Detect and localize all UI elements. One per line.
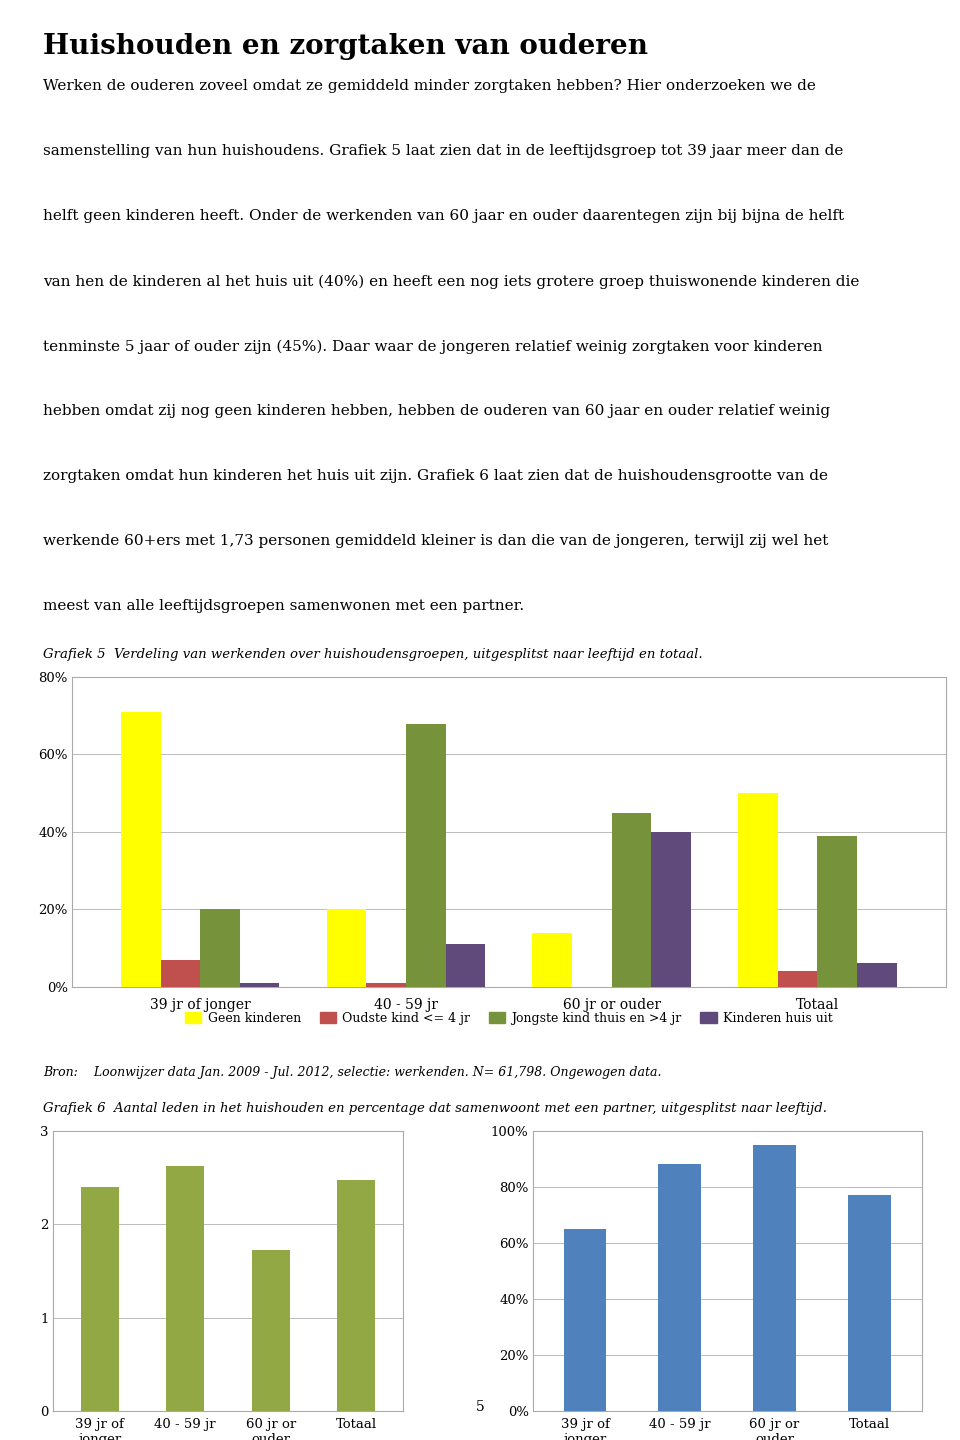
- Text: meest van alle leeftijdsgroepen samenwonen met een partner.: meest van alle leeftijdsgroepen samenwon…: [43, 599, 524, 613]
- Text: helft geen kinderen heeft. Onder de werkenden van 60 jaar en ouder daarentegen z: helft geen kinderen heeft. Onder de werk…: [43, 209, 845, 223]
- Text: zorgtaken omdat hun kinderen het huis uit zijn. Grafiek 6 laat zien dat de huish: zorgtaken omdat hun kinderen het huis ui…: [43, 469, 828, 484]
- Text: 5: 5: [475, 1400, 485, 1414]
- Bar: [612, 812, 651, 986]
- Bar: [337, 1181, 375, 1411]
- Bar: [252, 1250, 290, 1411]
- Bar: [160, 959, 201, 986]
- Text: Bron:    Loonwijzer data Jan. 2009 - Jul. 2012, selectie: werkenden. N= 61,798. : Bron: Loonwijzer data Jan. 2009 - Jul. 2…: [43, 1066, 661, 1079]
- Bar: [121, 711, 160, 986]
- Text: Grafiek 6  Aantal leden in het huishouden en percentage dat samenwoont met een p: Grafiek 6 Aantal leden in het huishouden…: [43, 1102, 828, 1115]
- Bar: [81, 1187, 119, 1411]
- Bar: [240, 984, 279, 986]
- Bar: [659, 1165, 701, 1411]
- Text: hebben omdat zij nog geen kinderen hebben, hebben de ouderen van 60 jaar en oude: hebben omdat zij nog geen kinderen hebbe…: [43, 405, 830, 418]
- Text: Huishouden en zorgtaken van ouderen: Huishouden en zorgtaken van ouderen: [43, 33, 648, 60]
- Bar: [326, 909, 367, 986]
- Legend: Geen kinderen, Oudste kind <= 4 jr, Jongste kind thuis en >4 jr, Kinderen huis u: Geen kinderen, Oudste kind <= 4 jr, Jong…: [180, 1007, 837, 1030]
- Bar: [817, 835, 857, 986]
- Bar: [848, 1195, 891, 1411]
- Text: Grafiek 5  Verdeling van werkenden over huishoudensgroepen, uitgesplitst naar le: Grafiek 5 Verdeling van werkenden over h…: [43, 648, 703, 661]
- Text: samenstelling van hun huishoudens. Grafiek 5 laat zien dat in de leeftijdsgroep : samenstelling van hun huishoudens. Grafi…: [43, 144, 844, 158]
- Bar: [445, 945, 485, 986]
- Bar: [564, 1228, 607, 1411]
- Text: Werken de ouderen zoveel omdat ze gemiddeld minder zorgtaken hebben? Hier onderz: Werken de ouderen zoveel omdat ze gemidd…: [43, 79, 816, 94]
- Bar: [651, 832, 691, 986]
- Bar: [166, 1166, 204, 1411]
- Bar: [738, 793, 778, 986]
- Text: werkende 60+ers met 1,73 personen gemiddeld kleiner is dan die van de jongeren, : werkende 60+ers met 1,73 personen gemidd…: [43, 534, 828, 549]
- Bar: [857, 963, 897, 986]
- Bar: [367, 984, 406, 986]
- Bar: [201, 909, 240, 986]
- Bar: [533, 933, 572, 986]
- Text: tenminste 5 jaar of ouder zijn (45%). Daar waar de jongeren relatief weinig zorg: tenminste 5 jaar of ouder zijn (45%). Da…: [43, 340, 823, 354]
- Text: van hen de kinderen al het huis uit (40%) en heeft een nog iets grotere groep th: van hen de kinderen al het huis uit (40%…: [43, 274, 859, 288]
- Bar: [778, 971, 817, 986]
- Bar: [406, 723, 445, 986]
- Bar: [754, 1145, 796, 1411]
